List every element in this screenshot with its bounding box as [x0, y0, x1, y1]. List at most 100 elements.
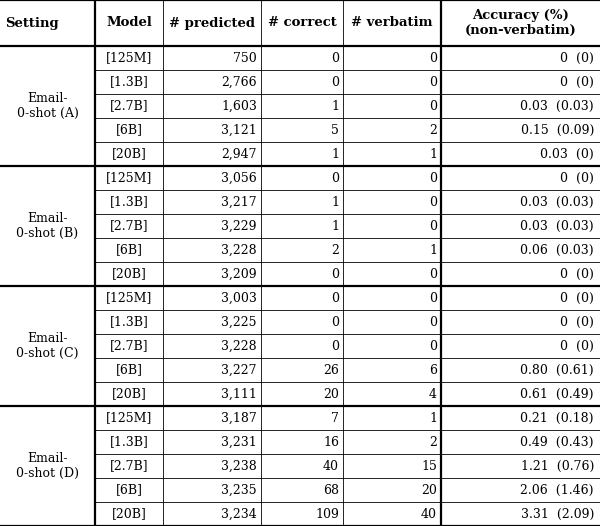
Text: 1,603: 1,603: [221, 99, 257, 113]
Text: 3,234: 3,234: [221, 508, 257, 521]
Text: 0.15  (0.09): 0.15 (0.09): [521, 124, 594, 137]
Text: 1: 1: [331, 99, 339, 113]
Text: 0: 0: [331, 291, 339, 305]
Text: 0: 0: [331, 171, 339, 185]
Text: 0.03  (0): 0.03 (0): [540, 147, 594, 160]
Text: 2,766: 2,766: [221, 76, 257, 88]
Text: 1: 1: [429, 411, 437, 424]
Text: 3,121: 3,121: [221, 124, 257, 137]
Text: 0: 0: [429, 196, 437, 208]
Text: 0.06  (0.03): 0.06 (0.03): [520, 244, 594, 257]
Text: Email-
0-shot (C): Email- 0-shot (C): [16, 332, 79, 360]
Text: 0: 0: [429, 76, 437, 88]
Text: [20B]: [20B]: [112, 268, 146, 280]
Text: [1.3B]: [1.3B]: [110, 436, 148, 449]
Text: [20B]: [20B]: [112, 388, 146, 400]
Text: 4: 4: [429, 388, 437, 400]
Text: 0: 0: [331, 268, 339, 280]
Text: Email-
0-shot (B): Email- 0-shot (B): [16, 212, 79, 240]
Text: 0  (0): 0 (0): [560, 76, 594, 88]
Text: 0.03  (0.03): 0.03 (0.03): [520, 99, 594, 113]
Text: [6B]: [6B]: [115, 124, 143, 137]
Text: 1.21  (0.76): 1.21 (0.76): [521, 460, 594, 472]
Text: 7: 7: [331, 411, 339, 424]
Text: 0  (0): 0 (0): [560, 339, 594, 352]
Text: [6B]: [6B]: [115, 483, 143, 497]
Text: [125M]: [125M]: [106, 291, 152, 305]
Text: [125M]: [125M]: [106, 52, 152, 65]
Text: 0.80  (0.61): 0.80 (0.61): [520, 363, 594, 377]
Text: 0: 0: [429, 99, 437, 113]
Text: # correct: # correct: [268, 16, 337, 29]
Text: 3,225: 3,225: [221, 316, 257, 329]
Text: 109: 109: [315, 508, 339, 521]
Text: 0: 0: [429, 268, 437, 280]
Text: 0: 0: [331, 339, 339, 352]
Text: 3,111: 3,111: [221, 388, 257, 400]
Text: 40: 40: [323, 460, 339, 472]
Text: 3,217: 3,217: [221, 196, 257, 208]
Text: [125M]: [125M]: [106, 171, 152, 185]
Text: 0: 0: [429, 339, 437, 352]
Text: 15: 15: [421, 460, 437, 472]
Text: 20: 20: [421, 483, 437, 497]
Text: # predicted: # predicted: [169, 16, 255, 29]
Text: 3,187: 3,187: [221, 411, 257, 424]
Text: 3.31  (2.09): 3.31 (2.09): [521, 508, 594, 521]
Text: 1: 1: [331, 196, 339, 208]
Text: 3,228: 3,228: [221, 244, 257, 257]
Text: 0.21  (0.18): 0.21 (0.18): [521, 411, 594, 424]
Text: 0: 0: [429, 291, 437, 305]
Text: [2.7B]: [2.7B]: [110, 460, 148, 472]
Text: 3,227: 3,227: [221, 363, 257, 377]
Text: Accuracy (%)
(non-verbatim): Accuracy (%) (non-verbatim): [464, 9, 577, 37]
Text: 1: 1: [429, 244, 437, 257]
Text: 1: 1: [331, 219, 339, 232]
Text: 0.61  (0.49): 0.61 (0.49): [521, 388, 594, 400]
Text: 2: 2: [429, 436, 437, 449]
Text: 0  (0): 0 (0): [560, 171, 594, 185]
Text: 0  (0): 0 (0): [560, 268, 594, 280]
Text: # verbatim: # verbatim: [351, 16, 433, 29]
Text: 68: 68: [323, 483, 339, 497]
Text: [2.7B]: [2.7B]: [110, 99, 148, 113]
Text: 3,056: 3,056: [221, 171, 257, 185]
Text: [125M]: [125M]: [106, 411, 152, 424]
Text: 0  (0): 0 (0): [560, 291, 594, 305]
Text: 2.06  (1.46): 2.06 (1.46): [521, 483, 594, 497]
Text: 0: 0: [331, 316, 339, 329]
Text: 16: 16: [323, 436, 339, 449]
Text: 2: 2: [429, 124, 437, 137]
Text: 2,947: 2,947: [221, 147, 257, 160]
Text: 26: 26: [323, 363, 339, 377]
Text: 3,209: 3,209: [221, 268, 257, 280]
Text: [6B]: [6B]: [115, 363, 143, 377]
Text: [20B]: [20B]: [112, 508, 146, 521]
Text: 3,231: 3,231: [221, 436, 257, 449]
Text: 6: 6: [429, 363, 437, 377]
Text: 1: 1: [331, 147, 339, 160]
Text: [6B]: [6B]: [115, 244, 143, 257]
Text: 1: 1: [429, 147, 437, 160]
Text: 0: 0: [331, 76, 339, 88]
Text: 0: 0: [331, 52, 339, 65]
Text: [20B]: [20B]: [112, 147, 146, 160]
Text: 3,229: 3,229: [221, 219, 257, 232]
Text: 0  (0): 0 (0): [560, 316, 594, 329]
Text: 3,238: 3,238: [221, 460, 257, 472]
Text: 3,228: 3,228: [221, 339, 257, 352]
Text: 0: 0: [429, 219, 437, 232]
Text: [1.3B]: [1.3B]: [110, 316, 148, 329]
Text: 40: 40: [421, 508, 437, 521]
Text: 750: 750: [233, 52, 257, 65]
Text: 20: 20: [323, 388, 339, 400]
Text: 0: 0: [429, 171, 437, 185]
Text: 0: 0: [429, 52, 437, 65]
Text: Model: Model: [106, 16, 152, 29]
Text: Email-
0-shot (A): Email- 0-shot (A): [17, 92, 79, 120]
Text: 0.03  (0.03): 0.03 (0.03): [520, 196, 594, 208]
Text: [1.3B]: [1.3B]: [110, 76, 148, 88]
Text: [1.3B]: [1.3B]: [110, 196, 148, 208]
Text: 3,003: 3,003: [221, 291, 257, 305]
Text: 0: 0: [429, 316, 437, 329]
